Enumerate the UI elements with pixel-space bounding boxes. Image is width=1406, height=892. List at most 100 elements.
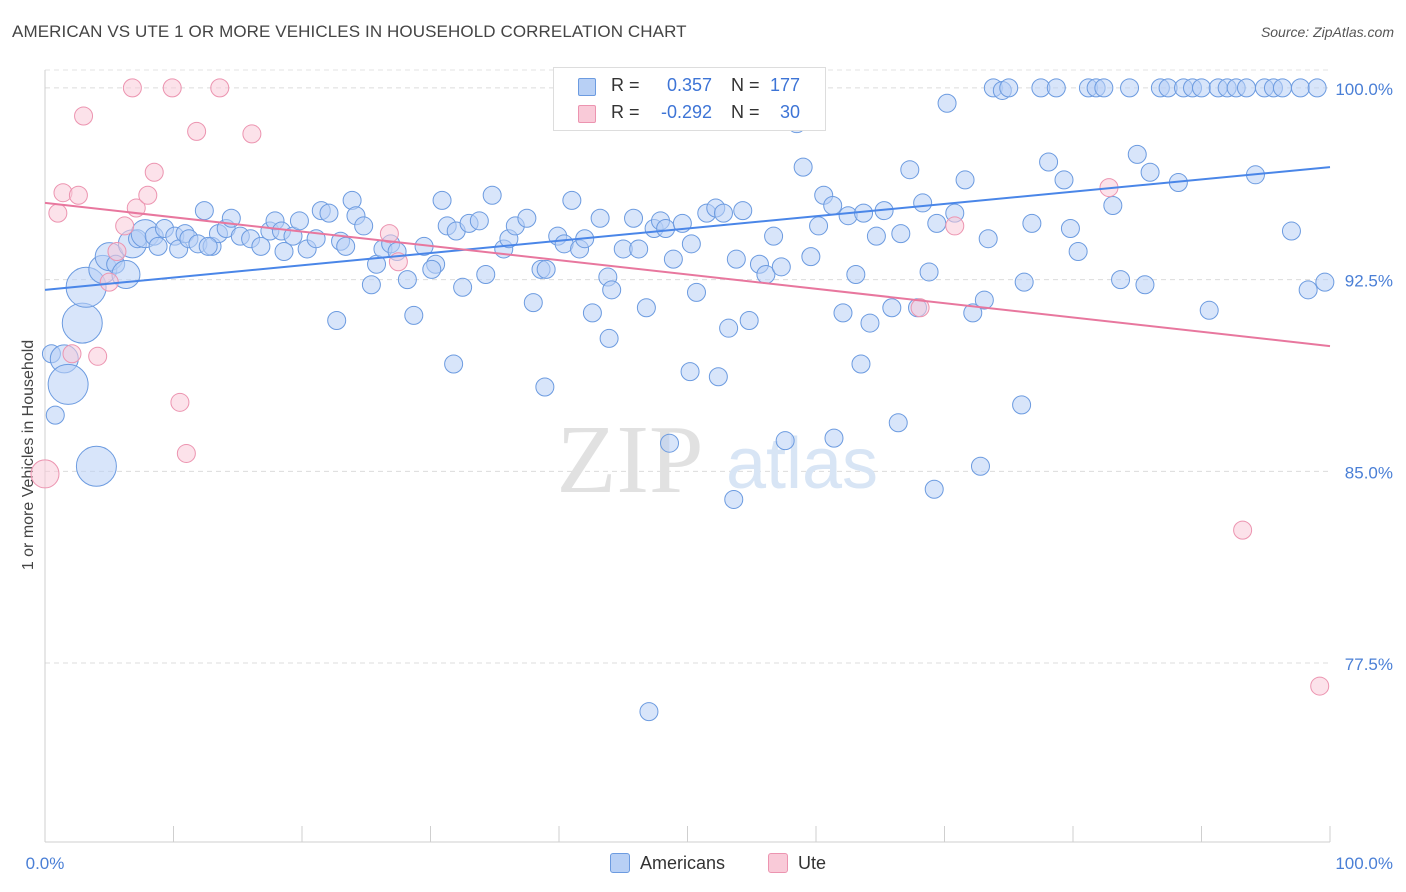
point-americans	[733, 201, 753, 221]
y-tick-labels: 77.5% 85.0% 92.5% 100.0%	[1335, 80, 1393, 674]
point-americans	[354, 216, 374, 236]
point-ute	[62, 344, 82, 364]
r-label: R =	[611, 75, 640, 95]
point-americans	[1012, 395, 1032, 415]
n-label: N =	[731, 75, 760, 95]
point-americans	[1298, 280, 1318, 300]
point-americans	[924, 479, 944, 499]
point-americans	[397, 270, 417, 290]
point-americans	[517, 208, 537, 228]
y-tick-label: 85.0%	[1345, 463, 1393, 482]
point-americans	[1103, 195, 1123, 215]
point-americans	[1236, 78, 1256, 98]
point-americans	[469, 211, 489, 231]
point-americans	[47, 363, 89, 405]
point-americans	[955, 170, 975, 190]
point-americans	[1120, 78, 1140, 98]
point-americans	[251, 236, 271, 256]
point-ute	[107, 241, 127, 261]
point-ute	[242, 124, 262, 144]
y-tick-label: 77.5%	[1345, 655, 1393, 674]
point-americans	[476, 265, 496, 285]
point-americans	[523, 293, 543, 313]
watermark: ZIP atlas	[557, 406, 879, 514]
point-americans	[888, 413, 908, 433]
legend-item-ute: Ute	[768, 851, 826, 875]
point-americans	[198, 236, 218, 256]
point-americans	[974, 290, 994, 310]
point-americans	[833, 303, 853, 323]
point-americans	[1135, 275, 1155, 295]
point-americans	[793, 157, 813, 177]
point-ute	[48, 203, 68, 223]
point-americans	[1111, 270, 1131, 290]
point-americans	[1315, 272, 1335, 292]
legend-swatch-americans	[610, 853, 630, 873]
point-americans	[919, 262, 939, 282]
point-ute	[144, 162, 164, 182]
point-ute	[210, 78, 230, 98]
point-americans	[660, 433, 680, 453]
point-americans	[927, 213, 947, 233]
x-tick-labels: 0.0% 100.0%	[26, 854, 1393, 873]
point-americans	[775, 431, 795, 451]
point-ute	[379, 224, 399, 244]
chart-title: AMERICAN VS UTE 1 OR MORE VEHICLES IN HO…	[12, 22, 687, 41]
point-ute	[176, 443, 196, 463]
n-label: N =	[731, 102, 760, 122]
data-points	[30, 78, 1335, 722]
legend-label-americans: Americans	[640, 852, 726, 873]
point-ute	[1233, 520, 1253, 540]
point-americans	[1281, 221, 1301, 241]
point-americans	[999, 78, 1019, 98]
point-ute	[88, 346, 108, 366]
point-americans	[1272, 78, 1292, 98]
legend-swatch-ute	[768, 853, 788, 873]
point-americans	[764, 226, 784, 246]
point-americans	[61, 302, 103, 344]
point-americans	[1290, 78, 1310, 98]
point-americans	[361, 275, 381, 295]
point-ute	[1310, 676, 1330, 696]
point-americans	[1307, 78, 1327, 98]
watermark-zip: ZIP	[557, 406, 704, 514]
point-ute	[115, 216, 135, 236]
point-ute	[170, 392, 190, 412]
n-value: 177	[769, 75, 800, 95]
point-americans	[970, 456, 990, 476]
point-americans	[453, 277, 473, 297]
point-americans	[536, 259, 556, 279]
legend-item-americans: Americans	[610, 851, 725, 875]
point-americans	[891, 224, 911, 244]
point-americans	[327, 311, 347, 331]
point-americans	[1094, 78, 1114, 98]
y-tick-label: 100.0%	[1335, 80, 1393, 99]
point-ute	[187, 121, 207, 141]
axes	[44, 70, 1331, 843]
point-americans	[739, 311, 759, 331]
point-americans	[319, 203, 339, 223]
point-americans	[913, 193, 933, 213]
point-americans	[937, 93, 957, 113]
point-ute	[162, 78, 182, 98]
point-americans	[336, 236, 356, 256]
point-americans	[686, 282, 706, 302]
x-tick-label: 0.0%	[26, 854, 65, 873]
point-americans	[1046, 78, 1066, 98]
point-americans	[860, 313, 880, 333]
point-americans	[562, 190, 582, 210]
point-ute	[910, 298, 930, 318]
point-americans	[801, 247, 821, 267]
point-americans	[680, 362, 700, 382]
point-americans	[148, 236, 168, 256]
ute-swatch	[578, 105, 596, 123]
point-americans	[1140, 162, 1160, 182]
point-americans	[624, 208, 644, 228]
watermark-atlas: atlas	[726, 424, 878, 504]
source-label: Source: ZipAtlas.com	[1260, 24, 1394, 40]
n-value: 30	[779, 102, 800, 122]
point-americans	[1127, 144, 1147, 164]
point-ute	[122, 78, 142, 98]
point-ute	[68, 185, 88, 205]
